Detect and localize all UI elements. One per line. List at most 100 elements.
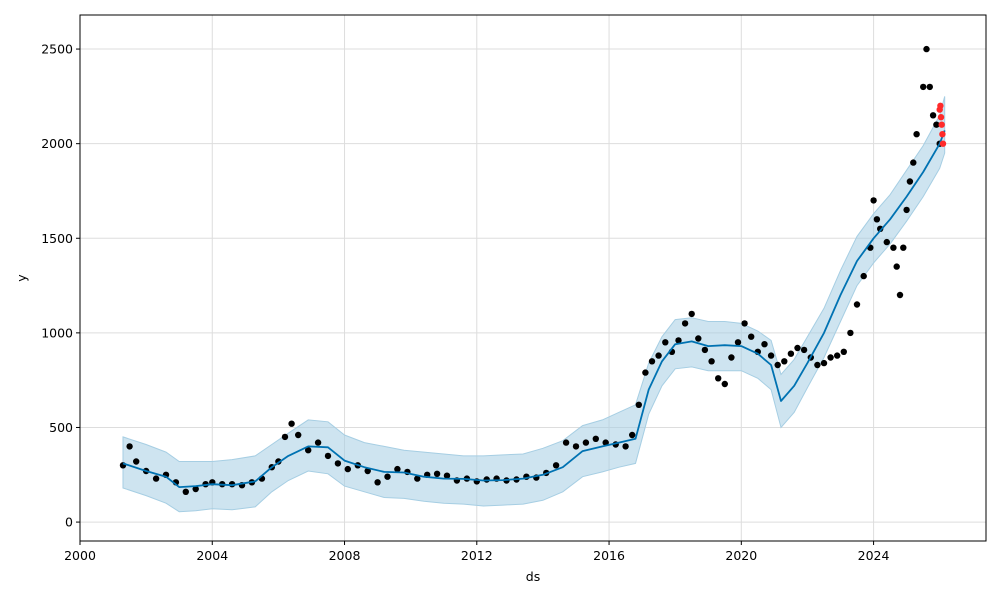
observed-point <box>192 485 199 493</box>
observed-point <box>741 320 748 327</box>
observed-point <box>334 460 342 467</box>
future-point <box>939 131 946 138</box>
observed-point <box>552 462 560 469</box>
observed-point <box>787 350 795 357</box>
observed-point <box>662 339 669 346</box>
observed-point <box>774 361 781 369</box>
observed-point <box>781 358 788 365</box>
observed-point <box>324 452 332 460</box>
observed-point <box>761 341 768 348</box>
observed-point <box>592 435 599 442</box>
observed-point <box>295 431 302 439</box>
observed-point <box>642 369 649 376</box>
observed-point <box>394 465 401 473</box>
y-axis-label: y <box>14 274 29 282</box>
y-tick-label: 2000 <box>41 136 73 151</box>
observed-point <box>929 112 937 119</box>
observed-point <box>655 352 662 359</box>
observed-point <box>903 206 910 214</box>
observed-point <box>433 470 441 477</box>
observed-point <box>414 475 421 482</box>
future-point <box>937 114 945 121</box>
observed-point <box>305 447 312 454</box>
observed-point <box>701 346 709 354</box>
x-tick-label: 2000 <box>64 548 96 563</box>
observed-point <box>562 439 570 446</box>
observed-point <box>133 458 140 465</box>
uncertainty-band-layer <box>122 96 946 513</box>
observed-point <box>767 352 775 359</box>
y-axis: 0 500 1000 1500 2000 2500 <box>41 42 80 530</box>
observed-point <box>288 420 295 427</box>
observed-point <box>794 344 801 352</box>
observed-point <box>877 225 884 232</box>
x-axis-label: ds <box>526 569 540 584</box>
observed-point <box>648 358 656 365</box>
observed-point <box>126 443 133 450</box>
observed-point <box>933 121 940 128</box>
observed-point <box>820 359 828 367</box>
x-tick-label: 2004 <box>196 548 228 563</box>
observed-point <box>695 335 702 342</box>
observed-point <box>840 348 847 355</box>
y-tick-label: 500 <box>49 420 73 435</box>
x-tick-label: 2024 <box>858 548 890 563</box>
observed-point <box>715 375 722 382</box>
observed-point <box>708 358 715 365</box>
observed-point <box>834 352 841 359</box>
x-tick-label: 2016 <box>593 548 625 563</box>
observed-point <box>443 472 451 479</box>
observed-point <box>900 244 907 251</box>
observed-point <box>748 333 755 340</box>
observed-point <box>913 131 920 138</box>
observed-point <box>675 337 682 344</box>
observed-point <box>344 465 351 473</box>
observed-point <box>572 443 580 450</box>
future-point <box>939 140 947 147</box>
observed-point <box>314 439 322 446</box>
observed-point <box>923 45 930 53</box>
observed-point <box>920 83 927 91</box>
x-tick-label: 2020 <box>725 548 757 563</box>
observed-point <box>374 479 381 486</box>
observed-point <box>827 354 834 361</box>
observed-point <box>688 310 695 318</box>
observed-point <box>681 320 689 327</box>
observed-point <box>734 339 742 346</box>
observed-point <box>582 439 590 446</box>
observed-point <box>893 263 900 270</box>
observed-point <box>890 244 897 251</box>
observed-point <box>602 439 609 446</box>
observed-point <box>281 433 289 441</box>
observed-point <box>860 272 867 280</box>
observed-point <box>800 346 808 354</box>
future-point <box>938 121 945 128</box>
observed-point <box>870 197 877 204</box>
observed-point <box>926 83 933 91</box>
observed-point <box>721 380 728 388</box>
observed-point <box>384 473 391 480</box>
observed-point <box>896 291 904 299</box>
observed-point <box>853 301 861 308</box>
plot-frame <box>79 14 987 542</box>
observed-point <box>814 361 821 369</box>
observed-point <box>182 488 189 495</box>
observed-point <box>119 462 127 469</box>
forecast-line <box>122 130 946 488</box>
observed-point <box>629 431 636 439</box>
forecast-line-layer <box>122 130 946 488</box>
x-tick-label: 2012 <box>461 548 493 563</box>
y-tick-label: 2500 <box>41 42 73 57</box>
y-tick-label: 1000 <box>41 325 73 340</box>
observed-point <box>883 238 890 246</box>
observed-point <box>906 178 914 185</box>
x-tick-label: 2008 <box>329 548 361 563</box>
observed-point <box>910 159 917 166</box>
future-points-layer <box>936 102 947 147</box>
observed-point <box>728 354 735 361</box>
future-point <box>937 102 944 110</box>
y-tick-label: 1500 <box>41 231 73 246</box>
observed-point <box>364 467 371 475</box>
observed-point <box>152 475 160 482</box>
